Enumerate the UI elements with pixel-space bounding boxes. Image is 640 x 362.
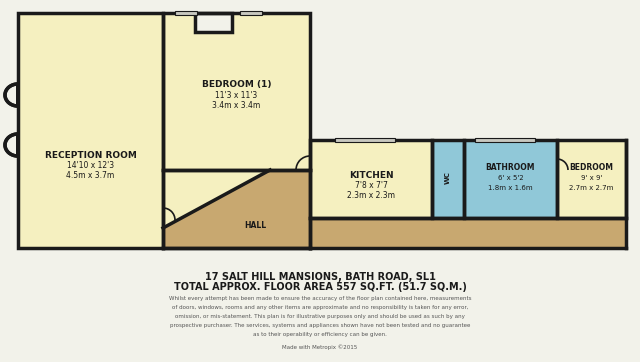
Polygon shape (163, 13, 310, 170)
Polygon shape (5, 134, 18, 156)
Polygon shape (195, 13, 232, 32)
Text: Whilst every attempt has been made to ensure the accuracy of the floor plan cont: Whilst every attempt has been made to en… (169, 296, 471, 301)
Text: BEDROOM: BEDROOM (570, 164, 614, 173)
Text: omission, or mis-statement. This plan is for illustrative purposes only and shou: omission, or mis-statement. This plan is… (175, 314, 465, 319)
Text: 11'3 x 11'3: 11'3 x 11'3 (216, 92, 258, 101)
Text: of doors, windows, rooms and any other items are approximate and no responsibili: of doors, windows, rooms and any other i… (172, 305, 468, 310)
Text: 7'8 x 7'7: 7'8 x 7'7 (355, 181, 387, 189)
Bar (175, 11, 197, 15)
Text: 1.8m x 1.6m: 1.8m x 1.6m (488, 185, 533, 191)
Text: RECEPTION ROOM: RECEPTION ROOM (45, 151, 136, 160)
Text: WC: WC (445, 172, 451, 184)
Text: BATHROOM: BATHROOM (486, 164, 535, 173)
Polygon shape (18, 13, 163, 248)
Polygon shape (557, 140, 626, 218)
Text: HALL: HALL (244, 220, 266, 230)
Text: 4.5m x 3.7m: 4.5m x 3.7m (67, 172, 115, 181)
Text: 3.4m x 3.4m: 3.4m x 3.4m (212, 101, 260, 110)
Text: 2.7m x 2.7m: 2.7m x 2.7m (570, 185, 614, 191)
Polygon shape (464, 140, 557, 218)
Text: TOTAL APPROX. FLOOR AREA 557 SQ.FT. (51.7 SQ.M.): TOTAL APPROX. FLOOR AREA 557 SQ.FT. (51.… (173, 282, 467, 292)
Text: 2.3m x 2.3m: 2.3m x 2.3m (347, 190, 395, 199)
Text: KITCHEN: KITCHEN (349, 171, 394, 180)
Bar (475, 138, 535, 142)
Polygon shape (310, 140, 432, 218)
Text: 9' x 9': 9' x 9' (581, 175, 602, 181)
Text: 14'10 x 12'3: 14'10 x 12'3 (67, 161, 114, 171)
Polygon shape (432, 140, 464, 218)
Polygon shape (163, 170, 310, 248)
Polygon shape (163, 170, 270, 228)
Text: prospective purchaser. The services, systems and appliances shown have not been : prospective purchaser. The services, sys… (170, 323, 470, 328)
Polygon shape (5, 84, 18, 106)
Text: 6' x 5'2: 6' x 5'2 (498, 175, 524, 181)
Bar (335, 138, 395, 142)
Polygon shape (163, 218, 310, 248)
Text: BEDROOM (1): BEDROOM (1) (202, 80, 271, 89)
Text: Made with Metropix ©2015: Made with Metropix ©2015 (282, 344, 358, 350)
Text: 17 SALT HILL MANSIONS, BATH ROAD, SL1: 17 SALT HILL MANSIONS, BATH ROAD, SL1 (205, 272, 435, 282)
Polygon shape (310, 218, 626, 248)
Bar (240, 11, 262, 15)
Text: as to their operability or efficiency can be given.: as to their operability or efficiency ca… (253, 332, 387, 337)
